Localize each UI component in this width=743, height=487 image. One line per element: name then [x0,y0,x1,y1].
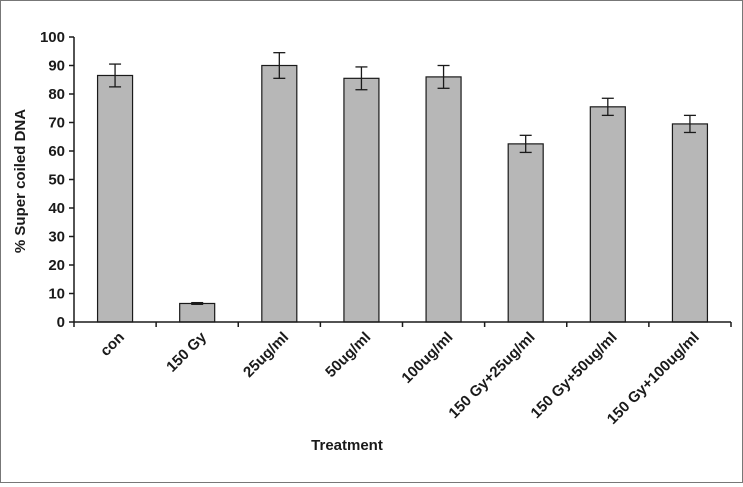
x-tick-label: con [97,329,128,360]
y-tick-label: 40 [48,200,65,217]
x-tick-label: 150 Gy [163,328,210,375]
y-tick-label: 90 [48,58,65,75]
y-axis-title: % Super coiled DNA [12,109,29,253]
y-tick-label: 70 [48,115,65,132]
y-tick-label: 20 [48,257,65,274]
error-bars-group [109,52,696,305]
bar [671,123,709,323]
y-tick-label: 30 [48,229,65,246]
x-axis-title: Treatment [311,437,383,454]
x-tick-label: 50ug/ml [322,329,374,381]
bar [261,64,298,323]
bar [179,302,216,323]
bar [589,106,626,323]
y-tick-label: 100 [40,29,65,46]
y-tick-label: 10 [48,286,65,303]
x-tick-label: 150 Gy+100ug/ml [604,329,703,428]
x-tick-label: 100ug/ml [398,329,456,387]
bars-group [96,64,709,323]
bar [507,143,544,323]
x-tick-label: 25ug/ml [240,329,292,381]
bar [343,77,380,323]
bar [96,74,134,323]
y-tick-label: 50 [48,172,65,189]
y-tick-label: 80 [48,86,65,103]
x-tick-label: 150 Gy+50ug/ml [528,329,621,422]
y-tick-label: 60 [48,143,65,160]
bar [425,76,462,323]
y-tick-label: 0 [57,314,65,331]
y-axis-ticks: 0 10 20 30 40 50 60 70 80 90 100 [40,29,74,331]
x-tick-label: 150 Gy+25ug/ml [445,329,538,422]
